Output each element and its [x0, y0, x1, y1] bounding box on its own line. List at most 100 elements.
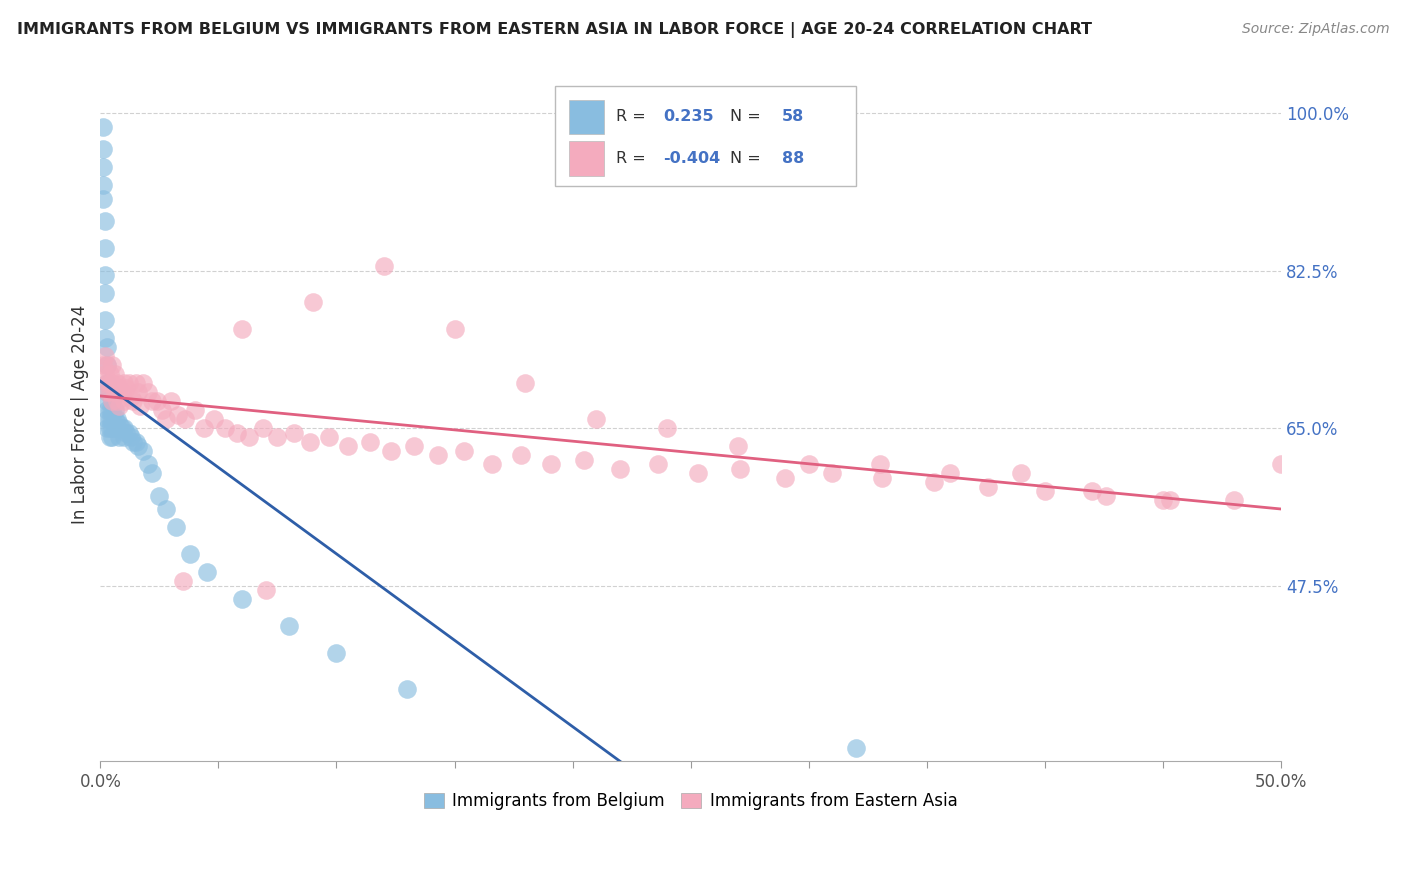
Point: [318, 430, 340, 444]
Point: [396, 682, 419, 697]
Point: [103, 412, 125, 426]
Point: [160, 394, 183, 409]
Point: [127, 385, 149, 400]
Point: [202, 412, 225, 426]
Point: [515, 376, 537, 391]
Point: [108, 417, 131, 431]
Point: [509, 448, 531, 462]
Point: [118, 376, 141, 391]
Point: [98, 385, 121, 400]
Point: [91, 359, 114, 373]
Point: [112, 394, 135, 409]
Point: [101, 421, 124, 435]
Point: [112, 376, 135, 391]
Point: [821, 467, 844, 481]
Point: [115, 425, 138, 440]
FancyBboxPatch shape: [569, 100, 605, 135]
Point: [728, 462, 751, 476]
Point: [238, 430, 260, 444]
Point: [103, 385, 125, 400]
Point: [94, 268, 117, 283]
Point: [91, 161, 114, 175]
Text: R =: R =: [616, 110, 651, 125]
Point: [146, 394, 169, 409]
Point: [325, 646, 347, 660]
Point: [125, 434, 148, 449]
Text: R =: R =: [616, 151, 651, 166]
Text: IMMIGRANTS FROM BELGIUM VS IMMIGRANTS FROM EASTERN ASIA IN LABOR FORCE | AGE 20-: IMMIGRANTS FROM BELGIUM VS IMMIGRANTS FR…: [17, 22, 1092, 38]
Point: [94, 241, 117, 255]
Point: [1033, 484, 1056, 499]
Point: [115, 381, 138, 395]
Point: [574, 452, 596, 467]
Point: [231, 322, 253, 336]
Point: [299, 434, 322, 449]
Point: [869, 457, 891, 471]
Point: [98, 385, 121, 400]
Point: [101, 394, 124, 409]
Point: [1152, 493, 1174, 508]
Legend: Immigrants from Belgium, Immigrants from Eastern Asia: Immigrants from Belgium, Immigrants from…: [419, 787, 963, 815]
Point: [94, 368, 117, 382]
Point: [101, 359, 124, 373]
Point: [922, 475, 945, 490]
Point: [647, 457, 669, 471]
Point: [91, 120, 114, 134]
Point: [278, 619, 301, 633]
Point: [845, 740, 868, 755]
Point: [94, 214, 117, 228]
Point: [96, 385, 118, 400]
Point: [283, 425, 305, 440]
Point: [1222, 493, 1244, 508]
Point: [125, 376, 148, 391]
Point: [1159, 493, 1181, 508]
Point: [94, 286, 117, 301]
Point: [98, 403, 121, 417]
Point: [585, 412, 607, 426]
Point: [96, 359, 118, 373]
Point: [141, 394, 163, 409]
Point: [96, 340, 118, 354]
Point: [148, 489, 170, 503]
Point: [302, 295, 325, 310]
Point: [108, 399, 131, 413]
Point: [101, 376, 124, 391]
Point: [195, 565, 218, 579]
Point: [252, 421, 274, 435]
Point: [1095, 489, 1118, 503]
Point: [118, 425, 141, 440]
Point: [91, 178, 114, 193]
Point: [105, 421, 128, 435]
Point: [686, 467, 709, 481]
Point: [773, 471, 796, 485]
Point: [98, 368, 121, 382]
Point: [103, 368, 125, 382]
Point: [91, 192, 114, 206]
Point: [150, 403, 173, 417]
Point: [174, 412, 197, 426]
Point: [404, 439, 426, 453]
Point: [127, 439, 149, 453]
Point: [101, 412, 124, 426]
Point: [977, 480, 1000, 494]
Point: [172, 574, 194, 589]
Point: [122, 394, 145, 409]
Point: [136, 385, 159, 400]
Point: [427, 448, 450, 462]
Point: [165, 520, 187, 534]
Point: [96, 385, 118, 400]
Point: [870, 471, 893, 485]
Point: [101, 394, 124, 409]
Point: [254, 583, 277, 598]
Point: [266, 430, 288, 444]
Point: [112, 421, 135, 435]
Point: [179, 547, 201, 561]
Point: [132, 376, 155, 391]
FancyBboxPatch shape: [555, 86, 856, 186]
Point: [98, 412, 121, 426]
Point: [101, 403, 124, 417]
Point: [94, 331, 117, 345]
Point: [110, 421, 132, 435]
Point: [1081, 484, 1104, 499]
Point: [94, 349, 117, 363]
